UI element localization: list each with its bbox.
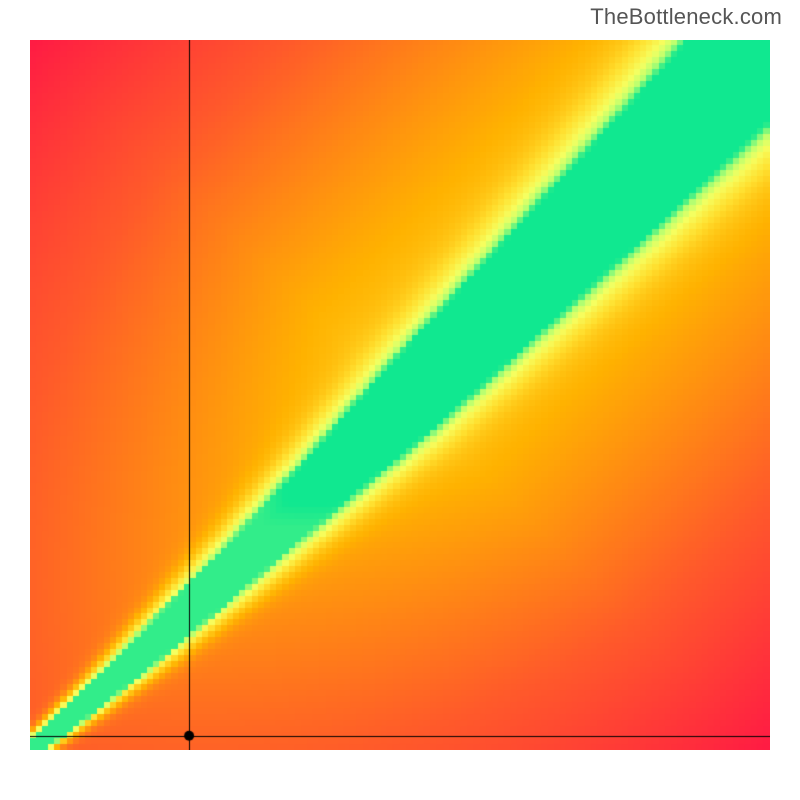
chart-container: TheBottleneck.com <box>0 0 800 800</box>
watermark: TheBottleneck.com <box>590 4 782 30</box>
heatmap-canvas <box>30 40 770 750</box>
